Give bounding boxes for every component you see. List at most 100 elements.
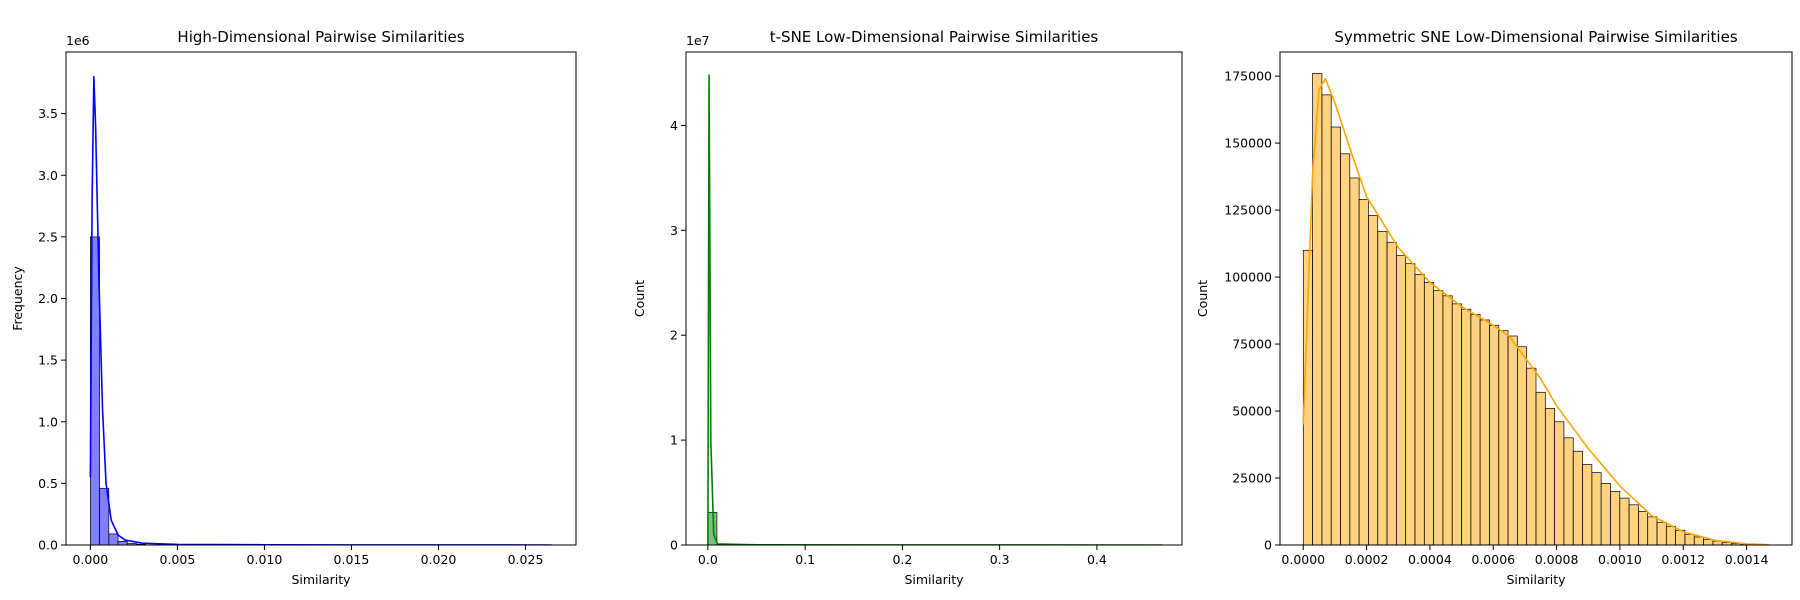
x-tick-label: 0.005 [160,552,196,567]
y-axis-label: Count [632,280,647,317]
x-axis-label: Similarity [291,572,351,587]
histogram-bar [1628,504,1639,545]
histogram-bar [1349,177,1360,545]
histogram-bar [1358,199,1369,545]
histogram-bar [1312,73,1323,545]
y-tick-label: 4 [670,118,678,133]
chart-title: High-Dimensional Pairwise Similarities [177,28,464,46]
y-tick-label: 0.5 [38,476,58,491]
y-tick-label: 3.0 [38,168,58,183]
histogram-bar [1386,241,1397,545]
y-tick-label: 2.0 [38,291,58,306]
y-tick-label: 1 [670,433,678,448]
histogram-bar [1340,153,1351,545]
histogram-bar [1396,255,1407,545]
histogram-bar [1619,497,1630,545]
histogram-bar [1330,126,1341,545]
y-tick-label: 1.0 [38,414,58,429]
histogram-bar [1423,282,1434,545]
histogram-bar [1703,539,1714,545]
histogram-bar [1479,319,1490,545]
x-tick-label: 0.000 [72,552,108,567]
x-tick-label: 0.0 [698,552,718,567]
kde-line [1302,77,1769,545]
x-tick-label: 0.015 [334,552,370,567]
histogram-bar [1684,533,1695,545]
y-tick-label: 50000 [1232,404,1272,419]
histogram-bar [1442,295,1453,545]
y-tick-label: 25000 [1232,471,1272,486]
x-axis-label: Similarity [1506,572,1566,587]
histogram-bar [1665,525,1676,545]
histogram-bar [1610,491,1621,545]
histogram-bar [1600,483,1611,545]
chart-title: t-SNE Low-Dimensional Pairwise Similarit… [770,28,1099,46]
y-tick-label: 0 [1264,538,1272,553]
histogram-bar [1433,290,1444,545]
histogram-bar [1321,94,1332,545]
histogram-bar [1638,511,1649,545]
y-tick-label: 0 [670,538,678,553]
histogram-bar [1656,521,1667,545]
histogram-bar [1368,215,1379,545]
histogram-bar [1535,391,1546,545]
axes-frame [1279,51,1793,546]
histogram-bar [1377,231,1388,545]
x-tick-label: 0.0004 [1408,552,1452,567]
histogram-bar [1544,408,1555,545]
y-tick-label: 1.5 [38,353,58,368]
histogram-bar [1572,450,1583,545]
histogram-bar [1647,516,1658,545]
x-tick-label: 0.0000 [1281,552,1325,567]
y-axis-label: Frequency [10,266,25,331]
y-tick-label: 0.0 [38,538,58,553]
y-tick-label: 175000 [1224,69,1272,84]
histogram-bar [1693,536,1704,545]
x-tick-label: 0.2 [892,552,912,567]
y-tick-label: 2 [670,328,678,343]
y-axis-multiplier: 1e6 [66,33,90,48]
symmetric-sne-similarity-histogram: Symmetric SNE Low-Dimensional Pairwise S… [1195,28,1793,587]
x-tick-label: 0.025 [508,552,544,567]
x-tick-label: 0.010 [247,552,283,567]
histogram-bar [1405,263,1416,545]
histogram-bar [1517,346,1528,545]
histogram-bar [1489,324,1500,545]
histogram-bar [1498,330,1509,545]
histogram-bar [1470,314,1481,545]
y-axis-multiplier: 1e7 [686,33,710,48]
tsne-similarity-histogram: t-SNE Low-Dimensional Pairwise Similarit… [632,28,1183,587]
bars [1302,73,1770,545]
histogram-bar [1554,421,1565,545]
y-tick-label: 2.5 [38,229,58,244]
y-axis-label: Count [1195,280,1210,317]
y-tick-label: 150000 [1224,136,1272,151]
x-tick-label: 0.0010 [1598,552,1642,567]
x-tick-label: 0.1 [795,552,815,567]
y-tick-label: 125000 [1224,203,1272,218]
x-axis-label: Similarity [904,572,964,587]
chart-title: Symmetric SNE Low-Dimensional Pairwise S… [1334,28,1737,46]
x-tick-label: 0.0012 [1661,552,1705,567]
histogram-bar [1582,464,1593,545]
histogram-bar [1507,335,1518,545]
histogram-bar [1591,472,1602,545]
y-tick-label: 100000 [1224,270,1272,285]
y-tick-label: 75000 [1232,337,1272,352]
x-tick-label: 0.0014 [1725,552,1769,567]
x-tick-label: 0.0008 [1535,552,1579,567]
plot-marks: 0.000 0.005 0.010 0.015 0.020 0.025 0.0 0.5 1.0 1… [38,51,577,567]
histogram-bar [108,533,119,545]
histogram-bar [1461,308,1472,545]
plot-marks: 0.0000 0.0002 0.0004 0.0006 0.0008 0.0010 0.00… [1224,51,1793,567]
x-tick-label: 0.0006 [1471,552,1515,567]
histogram-bar [1526,367,1537,545]
y-tick-label: 3 [670,223,678,238]
plot-marks: 0.0 0.1 0.2 0.3 0.4 0 1 2 3 4 [670,51,1183,567]
histogram-bar [1451,303,1462,545]
x-tick-label: 0.020 [421,552,457,567]
x-tick-label: 0.4 [1087,552,1107,567]
histogram-bar [117,540,128,545]
high-dimensional-similarity-histogram: High-Dimensional Pairwise Similarities S… [10,28,577,587]
